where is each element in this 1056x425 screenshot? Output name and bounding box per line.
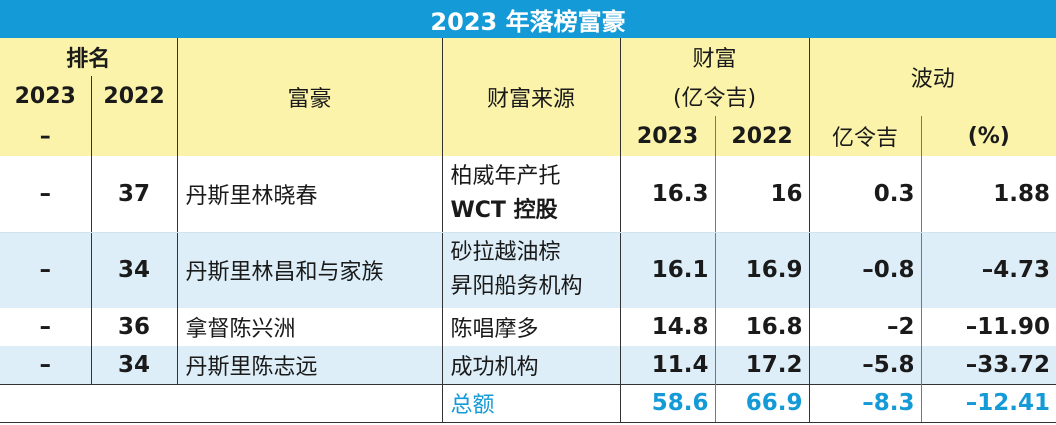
pct-cell: 1.88 xyxy=(920,156,1056,233)
change-amount-header: 亿令吉 xyxy=(808,116,922,156)
wealth-2023-cell: 11.4 xyxy=(619,346,716,384)
total-change: –8.3 xyxy=(808,383,922,423)
total-label: 总额 xyxy=(441,383,621,423)
total-wealth-2022: 66.9 xyxy=(714,383,810,423)
rank-2023-cell: – xyxy=(0,308,91,346)
rank-2022-header: 2022 xyxy=(90,76,178,116)
wealth-2022-cell: 16.9 xyxy=(714,232,810,308)
table-row: – 34 丹斯里陈志远 成功机构 11.4 17.2 –5.8 –33.72 xyxy=(0,346,1056,384)
rank-2023-cell: – xyxy=(0,346,91,384)
wealth-unit-header: (亿令吉) xyxy=(619,76,810,116)
wealth-2022-cell: 17.2 xyxy=(714,346,810,384)
name-cell: 拿督陈兴洲 xyxy=(176,308,443,346)
pct-cell: –11.90 xyxy=(920,308,1056,346)
table-row: – 36 拿督陈兴洲 陈唱摩多 14.8 16.8 –2 –11.90 xyxy=(0,308,1056,346)
rank-2022-cell: 36 xyxy=(90,308,178,346)
source-line-1: 砂拉越油棕 xyxy=(450,240,561,266)
change-header: 波动 xyxy=(808,38,1056,116)
source-cell: 成功机构 xyxy=(441,346,621,384)
change-cell: –0.8 xyxy=(808,232,922,308)
pct-cell: –4.73 xyxy=(920,232,1056,308)
pct-cell: –33.72 xyxy=(920,346,1056,384)
total-wealth-2023: 58.6 xyxy=(619,383,716,423)
table-row: – 37 丹斯里林晓春 柏威年产托 WCT 控股 16.3 16 0.3 1.8… xyxy=(0,156,1056,233)
source-line-2: 昇阳船务机构 xyxy=(450,274,583,300)
dropped-rich-table: 排名 富豪 财富来源 财富 波动 2023 2022 (亿令吉) – 2023 … xyxy=(0,38,1056,423)
rank-2023-cell: – xyxy=(0,156,91,233)
total-row: 总额 58.6 66.9 –8.3 –12.41 xyxy=(0,383,1056,423)
name-cell: 丹斯里陈志远 xyxy=(176,346,443,384)
rank-2022-cell: 34 xyxy=(90,232,178,308)
source-line-1: 柏威年产托 xyxy=(450,163,561,189)
rank-2023-value: – xyxy=(0,116,91,156)
rank-2023-cell: – xyxy=(0,232,91,308)
change-cell: 0.3 xyxy=(808,156,922,233)
change-cell: –2 xyxy=(808,308,922,346)
change-pct-header: (%) xyxy=(920,116,1056,156)
rank-2022-empty xyxy=(90,116,178,156)
wealth-2022-header: 2022 xyxy=(714,116,810,156)
total-spacer xyxy=(0,383,443,423)
source-cell: 柏威年产托 WCT 控股 xyxy=(441,156,621,233)
wealth-2023-cell: 16.1 xyxy=(619,232,716,308)
rank-2022-cell: 37 xyxy=(90,156,178,233)
source-cell: 陈唱摩多 xyxy=(441,308,621,346)
rank-2023-header: 2023 xyxy=(0,76,91,116)
wealth-2023-cell: 16.3 xyxy=(619,156,716,233)
source-cell: 砂拉越油棕 昇阳船务机构 xyxy=(441,232,621,308)
source-line-2: WCT 控股 xyxy=(450,197,558,223)
name-cell: 丹斯里林晓春 xyxy=(176,156,443,233)
wealth-header: 财富 xyxy=(619,38,810,76)
table-title: 2023 年落榜富豪 xyxy=(0,0,1056,38)
wealth-2022-cell: 16 xyxy=(714,156,810,233)
rank-2022-cell: 34 xyxy=(90,346,178,384)
wealth-2023-cell: 14.8 xyxy=(619,308,716,346)
change-cell: –5.8 xyxy=(808,346,922,384)
total-pct: –12.41 xyxy=(920,383,1056,423)
wealth-2022-cell: 16.8 xyxy=(714,308,810,346)
table-row: – 34 丹斯里林昌和与家族 砂拉越油棕 昇阳船务机构 16.1 16.9 –0… xyxy=(0,232,1056,308)
rank-header: 排名 xyxy=(0,38,178,76)
wealth-2023-header: 2023 xyxy=(619,116,716,156)
name-header: 富豪 xyxy=(176,38,443,156)
name-cell: 丹斯里林昌和与家族 xyxy=(176,232,443,308)
source-header: 财富来源 xyxy=(441,38,621,156)
